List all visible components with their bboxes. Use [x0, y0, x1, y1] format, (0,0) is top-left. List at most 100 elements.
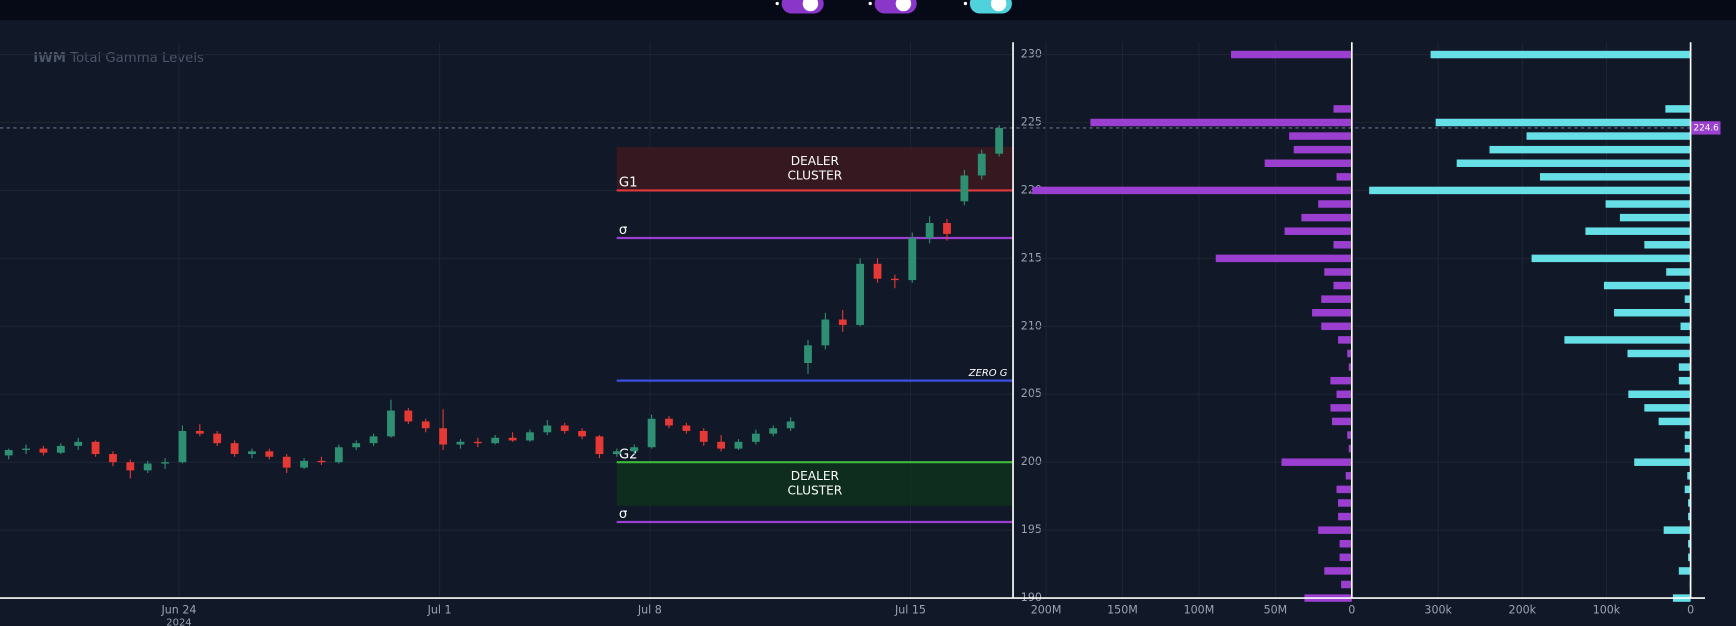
gamma-bar — [1264, 159, 1352, 167]
x-tick-label: Jul 1 — [427, 603, 452, 616]
gamma-bar — [1688, 553, 1691, 562]
toggle[interactable] — [775, 0, 824, 14]
candle-body — [4, 449, 13, 456]
gamma-bar — [1347, 349, 1352, 358]
x-tick-label: 0 — [1348, 603, 1355, 616]
gamma-bar — [1435, 118, 1691, 127]
candle-body — [804, 345, 812, 364]
gamma-bar — [1684, 431, 1691, 439]
candle-body — [977, 153, 986, 176]
x-tick-label: 50M — [1264, 603, 1288, 616]
candle-body — [508, 437, 517, 441]
candle-body — [91, 441, 100, 455]
candle-body — [856, 263, 865, 325]
gamma-bar — [1678, 363, 1691, 371]
candle-body — [734, 441, 743, 449]
candle-body — [421, 421, 430, 429]
candle-body — [404, 410, 413, 422]
toggle[interactable] — [963, 0, 1012, 14]
gamma-bar — [1338, 499, 1352, 507]
gamma-bar — [1324, 567, 1352, 575]
candle-body — [647, 418, 656, 448]
candle-body — [665, 418, 673, 426]
gamma-bar — [1284, 227, 1352, 235]
gamma-bar — [1456, 159, 1691, 167]
gamma-bar — [1684, 485, 1691, 494]
candle-body — [578, 430, 587, 437]
gamma-bar — [1684, 295, 1691, 303]
candle-body — [838, 319, 847, 325]
gamma-bar — [1678, 376, 1691, 385]
gamma-bar — [1644, 404, 1691, 412]
candle-body — [925, 223, 934, 238]
gamma-bar — [1603, 281, 1691, 290]
candle-body — [265, 451, 274, 457]
candle-body — [126, 462, 135, 471]
gamma-bar — [1333, 241, 1352, 249]
gamma-bar — [1687, 472, 1691, 480]
gamma-bar — [1348, 444, 1352, 453]
candle-body — [195, 430, 204, 434]
title-bold: IWM — [33, 51, 66, 66]
gamma-bar — [1430, 50, 1691, 59]
gamma-bar — [1347, 431, 1352, 439]
candle-body — [560, 425, 569, 431]
gamma-bar — [1338, 336, 1352, 344]
level-label: σ — [619, 507, 628, 522]
gamma-bar — [1321, 295, 1352, 303]
gamma-bar — [1231, 50, 1352, 59]
gamma-bar — [1684, 444, 1691, 453]
gamma-bar — [1688, 499, 1691, 507]
gamma-bar — [1318, 200, 1352, 208]
candle-body — [317, 460, 326, 463]
gamma-bar — [1680, 322, 1691, 331]
gamma-bar — [1333, 281, 1352, 290]
candle-body — [595, 436, 604, 455]
candle-body — [387, 410, 395, 437]
candle-body — [543, 425, 552, 433]
x-tick-label: 150M — [1107, 603, 1138, 616]
gamma-bar — [1634, 458, 1691, 466]
zone-label: DEALER — [791, 469, 840, 483]
level-label: ZERO G — [968, 368, 1008, 379]
gamma-bar — [1688, 512, 1691, 521]
zone-label: DEALER — [791, 154, 840, 168]
zone-label: CLUSTER — [787, 484, 842, 498]
gamma-bar — [1666, 268, 1691, 276]
x-tick-label: Jul 8 — [637, 603, 662, 616]
gamma-bar — [1331, 417, 1352, 426]
candle-body — [22, 448, 30, 450]
candle-body — [282, 456, 291, 468]
x-year-label: 2024 — [166, 617, 191, 626]
candle-body — [334, 447, 343, 463]
gamma-bar — [1585, 227, 1691, 235]
candle-body — [369, 436, 378, 444]
gamma-bar — [1339, 553, 1352, 562]
gamma-bar — [1663, 526, 1691, 534]
gamma-bar — [1688, 539, 1691, 548]
gamma-bar — [1345, 472, 1352, 480]
gamma-bar — [1614, 308, 1691, 317]
candle-body — [682, 425, 691, 431]
gamma-bar — [1032, 186, 1352, 195]
candle-body — [699, 430, 708, 442]
gamma-bar — [1658, 417, 1691, 426]
gamma-bar — [1215, 254, 1352, 263]
title: Total Gamma Levels — [69, 51, 204, 66]
chart-title: IWM Total Gamma Levels — [33, 51, 204, 66]
gamma-bar — [1336, 390, 1352, 398]
gamma-bar — [1644, 241, 1691, 249]
candle-body — [213, 433, 222, 444]
candle-body — [300, 460, 308, 468]
toggle[interactable] — [868, 0, 917, 14]
gamma-bar — [1324, 268, 1352, 276]
x-tick-label: 200k — [1509, 603, 1537, 616]
candle-body — [491, 437, 500, 444]
gamma-bar — [1539, 173, 1691, 181]
candle-body — [751, 433, 760, 442]
gamma-bar — [1348, 363, 1352, 371]
candle-body — [821, 319, 830, 346]
gamma-bar — [1321, 322, 1352, 331]
